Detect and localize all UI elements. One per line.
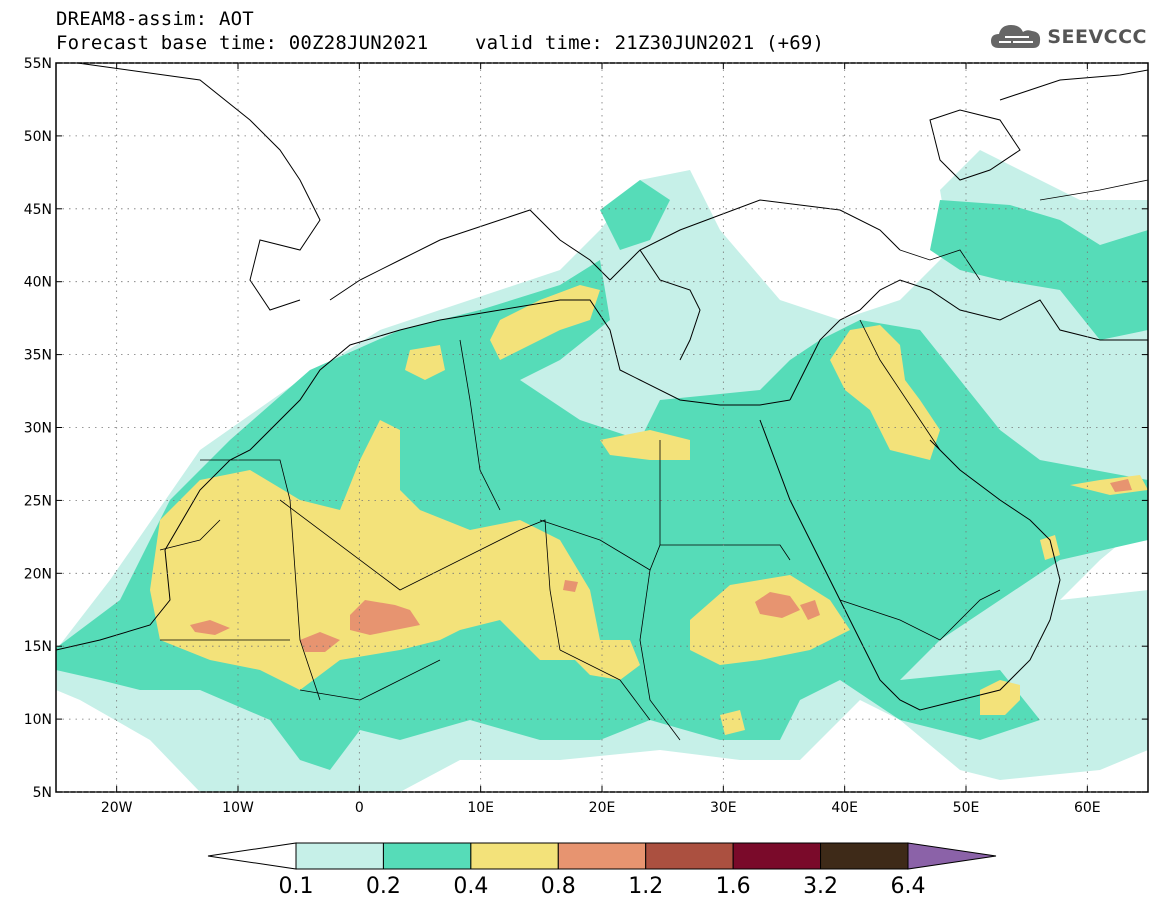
seevccc-logo: SEEVCCC [989, 22, 1147, 52]
cloud-icon [991, 25, 1041, 48]
y-tick-label: 15N [24, 639, 52, 655]
chart-title: DREAM8-assim: AOT [56, 8, 254, 30]
x-tick-label: 20E [589, 800, 616, 816]
colorbar: 0.1 0.2 0.4 0.8 1.2 1.6 3.2 6.4 [207, 842, 997, 899]
aot-level-0.4 [150, 285, 1148, 735]
x-tick-label: 0 [355, 800, 364, 816]
x-tick-label: 30E [710, 800, 737, 816]
y-tick-label: 55N [24, 56, 52, 72]
aot-level-0.8 [190, 479, 1132, 652]
x-tick-label: 50E [953, 800, 980, 816]
colorbar-label: 1.2 [628, 874, 663, 899]
forecast-time-line: Forecast base time: 00Z28JUN2021 valid t… [56, 32, 825, 54]
colorbar-label: 3.2 [803, 874, 838, 899]
y-tick-label: 25N [24, 493, 52, 509]
logo-text: SEEVCCC [1047, 26, 1147, 48]
colorbar-under-triangle [207, 842, 297, 870]
x-tick-label: 60E [1074, 800, 1101, 816]
colorbar-label: 0.1 [279, 874, 314, 899]
y-tick-label: 30N [24, 421, 52, 437]
colorbar-box [382, 842, 472, 870]
gridlines [56, 62, 1148, 793]
colorbar-box [732, 842, 822, 870]
y-tick-label: 40N [24, 275, 52, 291]
colorbar-label: 1.6 [716, 874, 751, 899]
x-tick-label: 40E [831, 800, 858, 816]
colorbar-box [645, 842, 734, 870]
colorbar-label: 0.2 [366, 874, 401, 899]
colorbar-label: 0.8 [541, 874, 576, 899]
x-tick-label: 10E [467, 800, 494, 816]
colorbar-label: 6.4 [891, 874, 926, 899]
y-tick-label: 10N [24, 712, 52, 728]
coastlines [56, 63, 1148, 711]
aot-field [56, 150, 1148, 792]
y-tick-label: 50N [24, 129, 52, 145]
y-tick-label: 20N [24, 566, 52, 582]
colorbar-over-triangle [907, 842, 997, 870]
y-tick-label: 5N [33, 785, 52, 801]
y-tick-label: 45N [24, 202, 52, 218]
colorbar-box [295, 842, 384, 870]
colorbar-box [470, 842, 559, 870]
y-tick-label: 35N [24, 348, 52, 364]
colorbar-box [820, 842, 909, 870]
axis-ticks: 20W 10W 0 10E 20E 30E 40E 50E 60E 55N 50N 45N 40N 35N… [24, 56, 1148, 816]
x-tick-label: 20W [101, 800, 133, 816]
x-tick-label: 10W [222, 800, 254, 816]
colorbar-label: 0.4 [453, 874, 488, 899]
colorbar-box [557, 842, 647, 870]
